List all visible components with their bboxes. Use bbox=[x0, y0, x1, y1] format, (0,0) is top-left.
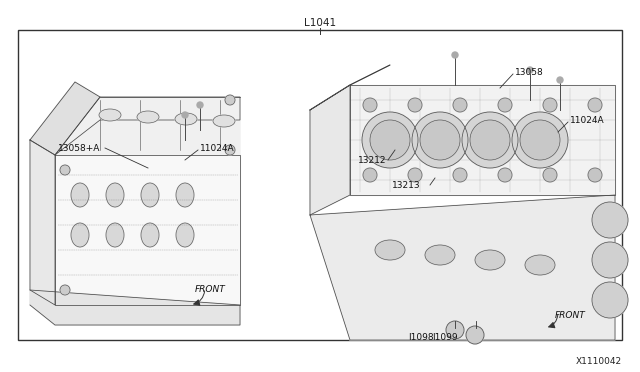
Circle shape bbox=[462, 112, 518, 168]
Ellipse shape bbox=[106, 183, 124, 207]
Ellipse shape bbox=[71, 223, 89, 247]
Circle shape bbox=[512, 112, 568, 168]
Circle shape bbox=[592, 202, 628, 238]
Circle shape bbox=[588, 168, 602, 182]
Circle shape bbox=[588, 98, 602, 112]
Circle shape bbox=[362, 112, 418, 168]
Text: 13212: 13212 bbox=[358, 155, 387, 164]
Ellipse shape bbox=[175, 113, 197, 125]
Ellipse shape bbox=[475, 250, 505, 270]
Polygon shape bbox=[310, 195, 615, 340]
Ellipse shape bbox=[71, 183, 89, 207]
Circle shape bbox=[592, 282, 628, 318]
Bar bbox=[18, 30, 622, 340]
Text: I1098: I1098 bbox=[408, 334, 434, 343]
Text: FRONT: FRONT bbox=[195, 285, 226, 294]
Ellipse shape bbox=[375, 240, 405, 260]
Circle shape bbox=[363, 168, 377, 182]
Ellipse shape bbox=[141, 223, 159, 247]
Circle shape bbox=[453, 98, 467, 112]
Polygon shape bbox=[30, 82, 100, 155]
Circle shape bbox=[520, 120, 560, 160]
Circle shape bbox=[60, 165, 70, 175]
Circle shape bbox=[498, 98, 512, 112]
Circle shape bbox=[363, 98, 377, 112]
Polygon shape bbox=[55, 97, 240, 155]
Text: 11024A: 11024A bbox=[570, 115, 605, 125]
Circle shape bbox=[543, 168, 557, 182]
Polygon shape bbox=[55, 155, 240, 305]
Polygon shape bbox=[30, 140, 55, 305]
Polygon shape bbox=[310, 65, 390, 110]
Text: X1110042: X1110042 bbox=[576, 357, 622, 366]
Circle shape bbox=[527, 67, 533, 73]
Ellipse shape bbox=[213, 115, 235, 127]
Circle shape bbox=[557, 77, 563, 83]
Circle shape bbox=[498, 168, 512, 182]
Polygon shape bbox=[350, 85, 615, 195]
Circle shape bbox=[408, 98, 422, 112]
Ellipse shape bbox=[176, 223, 194, 247]
Ellipse shape bbox=[425, 245, 455, 265]
Circle shape bbox=[182, 112, 188, 118]
Circle shape bbox=[197, 102, 203, 108]
Ellipse shape bbox=[525, 255, 555, 275]
Circle shape bbox=[420, 120, 460, 160]
Circle shape bbox=[408, 168, 422, 182]
Polygon shape bbox=[30, 290, 240, 325]
Circle shape bbox=[466, 326, 484, 344]
Text: 13058+A: 13058+A bbox=[58, 144, 100, 153]
Circle shape bbox=[453, 168, 467, 182]
Circle shape bbox=[370, 120, 410, 160]
Text: 11024A: 11024A bbox=[200, 144, 235, 153]
Ellipse shape bbox=[99, 109, 121, 121]
Ellipse shape bbox=[137, 111, 159, 123]
Ellipse shape bbox=[106, 223, 124, 247]
Text: L1041: L1041 bbox=[304, 18, 336, 28]
Ellipse shape bbox=[176, 183, 194, 207]
Circle shape bbox=[446, 321, 464, 339]
Circle shape bbox=[412, 112, 468, 168]
Text: I1099: I1099 bbox=[432, 334, 458, 343]
Text: FRONT: FRONT bbox=[555, 311, 586, 320]
Circle shape bbox=[225, 145, 235, 155]
Polygon shape bbox=[310, 85, 350, 215]
Circle shape bbox=[470, 120, 510, 160]
Circle shape bbox=[452, 52, 458, 58]
Text: 13058: 13058 bbox=[515, 67, 544, 77]
Circle shape bbox=[225, 95, 235, 105]
Circle shape bbox=[60, 285, 70, 295]
Text: 13213: 13213 bbox=[392, 180, 420, 189]
Ellipse shape bbox=[141, 183, 159, 207]
Circle shape bbox=[543, 98, 557, 112]
Circle shape bbox=[592, 242, 628, 278]
